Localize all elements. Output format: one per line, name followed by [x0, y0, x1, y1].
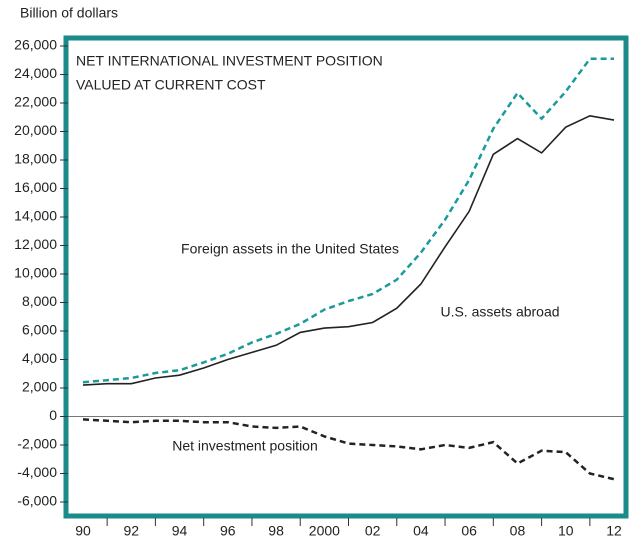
y-tick-label: 0	[49, 407, 57, 423]
chart-title: VALUED AT CURRENT COST	[76, 77, 266, 93]
y-tick-label: 12,000	[14, 236, 57, 252]
y-tick-label: -2,000	[17, 436, 57, 452]
y-tick-label: -6,000	[17, 493, 57, 509]
x-tick-label: 2000	[309, 523, 340, 539]
series-line	[82, 418, 615, 481]
series-label: Foreign assets in the United States	[181, 241, 399, 257]
x-tick-label: 92	[123, 523, 139, 539]
x-tick-label: 90	[75, 523, 91, 539]
series-line	[82, 114, 615, 386]
x-tick-label: 02	[365, 523, 381, 539]
x-tick-label: 04	[413, 523, 429, 539]
x-tick-label: 10	[558, 523, 574, 539]
x-tick-label: 94	[172, 523, 188, 539]
y-tick-label: 10,000	[14, 265, 57, 281]
chart-title: NET INTERNATIONAL INVESTMENT POSITION	[76, 53, 383, 69]
y-tick-label: -4,000	[17, 464, 57, 480]
x-tick-label: 08	[510, 523, 526, 539]
y-tick-label: 24,000	[14, 65, 57, 81]
x-tick-label: 98	[268, 523, 284, 539]
y-tick-label: 6,000	[22, 322, 57, 338]
x-tick-label: 12	[606, 523, 622, 539]
y-tick-label: 8,000	[22, 293, 57, 309]
plot-frame	[63, 35, 629, 519]
series-line	[82, 57, 614, 384]
series-label: U.S. assets abroad	[440, 304, 559, 320]
y-tick-label: 14,000	[14, 208, 57, 224]
x-tick-label: 96	[220, 523, 236, 539]
y-tick-label: 20,000	[14, 122, 57, 138]
y-axis-label: Billion of dollars	[20, 5, 118, 21]
y-tick-label: 22,000	[14, 94, 57, 110]
y-tick-label: 26,000	[14, 37, 57, 53]
y-tick-label: 16,000	[14, 179, 57, 195]
y-tick-label: 2,000	[22, 379, 57, 395]
y-tick-label: 18,000	[14, 151, 57, 167]
y-tick-label: 4,000	[22, 350, 57, 366]
x-tick-label: 06	[461, 523, 477, 539]
series-label: Net investment position	[172, 438, 318, 454]
